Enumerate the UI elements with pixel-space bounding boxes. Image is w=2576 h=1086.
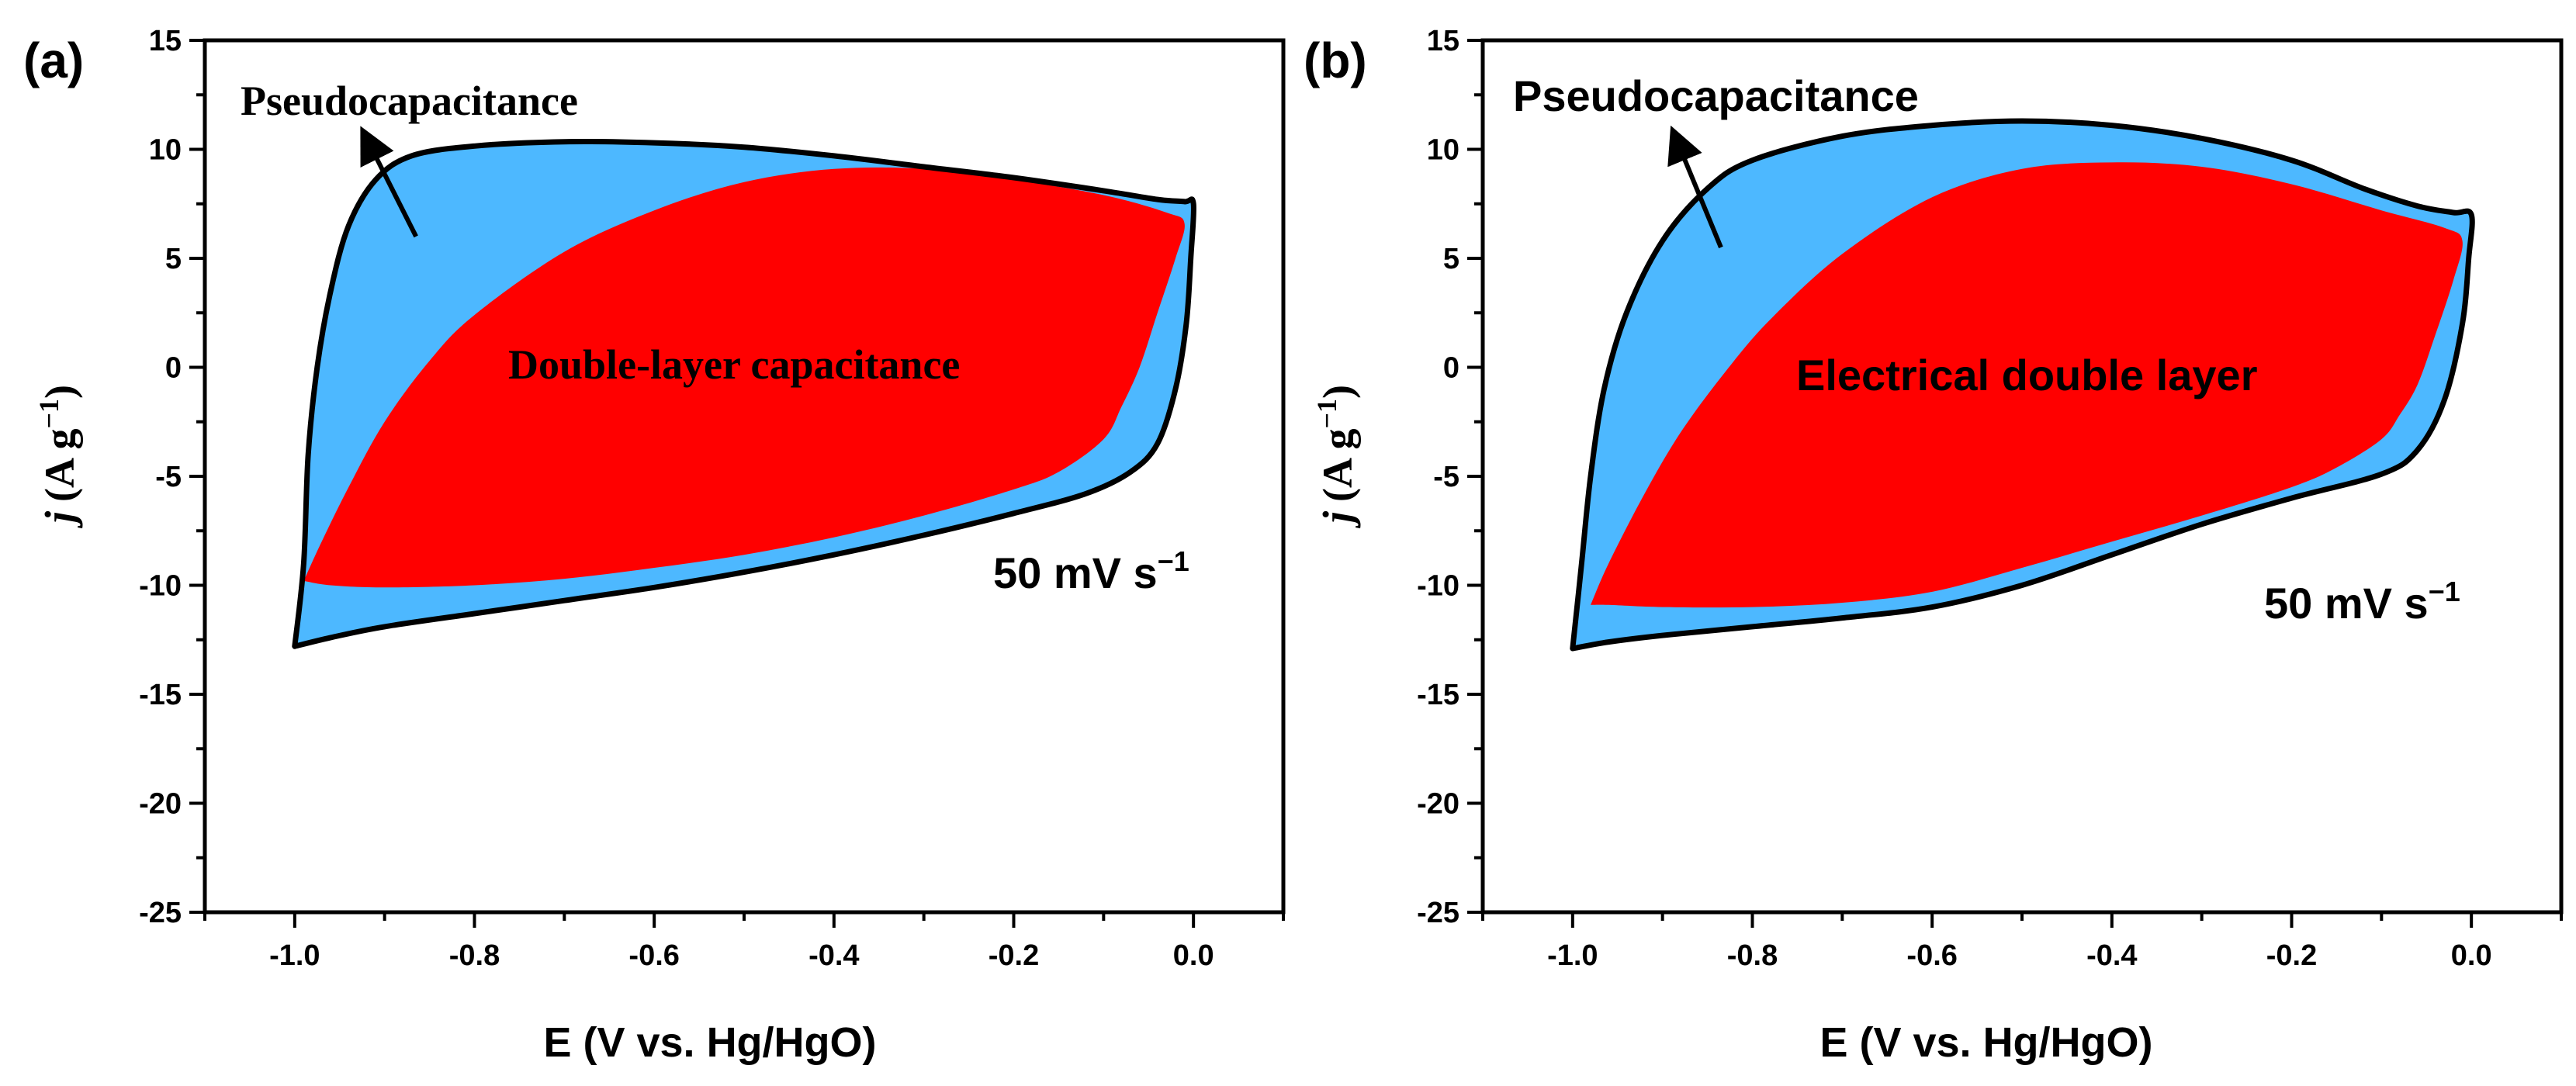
panel-a: (a) 15 10 5 0 -5 -10 -15 -20 -25 -1.0 -0… bbox=[23, 25, 1286, 1066]
y-axis-title-exponent: −1 bbox=[33, 399, 64, 429]
annotation-electrical-double-layer-b: Electrical double layer bbox=[1796, 351, 2257, 399]
y-tick-label-minus20: -20 bbox=[1417, 788, 1459, 821]
y-axis-title-main: j bbox=[36, 510, 83, 529]
y-tick-label-0: 0 bbox=[165, 352, 182, 385]
panel-b: (b) 15 10 5 0 -5 -10 -15 -20 -25 -1.0 -0… bbox=[1304, 25, 2564, 1066]
y-tick-label-5: 5 bbox=[1443, 243, 1459, 275]
total-cv-outline-b bbox=[1570, 118, 2475, 652]
x-tick-label-0.0: 0.0 bbox=[1173, 939, 1214, 972]
annotation-double-layer-a: Double-layer capacitance bbox=[508, 341, 960, 388]
x-tick-label-0.0: 0.0 bbox=[2451, 939, 2492, 972]
panel-label-b: (b) bbox=[1304, 33, 1367, 88]
scan-rate-exponent-a: −1 bbox=[1158, 545, 1189, 577]
x-tick-label-minus0.8: -0.8 bbox=[449, 939, 500, 972]
x-axis-title-b: E (V vs. Hg/HgO) bbox=[1819, 1019, 2152, 1066]
y-tick-label-0: 0 bbox=[1443, 352, 1459, 385]
y-tick-label-minus15: -15 bbox=[1417, 679, 1459, 711]
y-tick-label-minus5: -5 bbox=[155, 461, 182, 493]
annotation-scan-rate-b: 50 mV s−1 bbox=[2264, 576, 2460, 628]
x-tick-label-minus1.0: -1.0 bbox=[1547, 939, 1598, 972]
y-axis-title-exponent: −1 bbox=[1311, 399, 1342, 429]
pseudocapacitance-arrow-a bbox=[360, 126, 418, 238]
y-tick-label-minus10: -10 bbox=[139, 570, 182, 603]
scan-rate-exponent-b: −1 bbox=[2429, 576, 2460, 607]
y-tick-label-5: 5 bbox=[165, 243, 182, 275]
annotation-scan-rate-a: 50 mV s−1 bbox=[993, 545, 1189, 597]
total-cv-outline-a bbox=[292, 138, 1196, 649]
y-tick-label-minus20: -20 bbox=[139, 788, 182, 821]
x-tick-label-minus0.6: -0.6 bbox=[1906, 939, 1957, 972]
y-axis-title-main: j bbox=[1314, 510, 1361, 529]
y-axis-title-unit: (A g bbox=[36, 428, 83, 502]
ticks-a bbox=[189, 39, 1285, 928]
x-tick-label-minus0.2: -0.2 bbox=[989, 939, 1039, 972]
y-tick-label-15: 15 bbox=[1427, 25, 1459, 57]
y-axis-title-close: ) bbox=[1314, 385, 1361, 399]
y-axis-title-close: ) bbox=[36, 385, 83, 399]
y-tick-label-minus10: -10 bbox=[1417, 570, 1459, 603]
y-axis-title-b: j (A g−1) bbox=[1311, 385, 1361, 529]
y-tick-label-minus25: -25 bbox=[1417, 897, 1459, 929]
y-tick-label-10: 10 bbox=[1427, 134, 1459, 167]
double-layer-area-a bbox=[303, 167, 1185, 588]
pseudocapacitance-arrow-b bbox=[1667, 125, 1723, 249]
x-axis-title-a: E (V vs. Hg/HgO) bbox=[543, 1019, 876, 1066]
plot-area-b bbox=[1570, 118, 2475, 652]
x-tick-label-minus1.0: -1.0 bbox=[269, 939, 320, 972]
x-tick-label-minus0.8: -0.8 bbox=[1727, 939, 1778, 972]
y-tick-label-minus15: -15 bbox=[139, 679, 182, 711]
y-tick-label-minus5: -5 bbox=[1433, 461, 1459, 493]
annotation-pseudocapacitance-a: Pseudocapacitance bbox=[241, 78, 578, 124]
y-tick-label-minus25: -25 bbox=[139, 897, 182, 929]
ticks-b bbox=[1467, 39, 2563, 928]
x-tick-label-minus0.4: -0.4 bbox=[808, 939, 859, 972]
plot-area-a bbox=[292, 138, 1196, 649]
y-axis-title-a: j (A g−1) bbox=[33, 385, 83, 529]
scan-rate-main-b: 50 mV s bbox=[2264, 579, 2429, 628]
annotation-pseudocapacitance-b: Pseudocapacitance bbox=[1513, 71, 1919, 120]
y-axis-title-unit: (A g bbox=[1314, 428, 1361, 502]
double-layer-area-b bbox=[1591, 162, 2463, 608]
x-tick-label-minus0.2: -0.2 bbox=[2266, 939, 2317, 972]
panel-label-a: (a) bbox=[23, 33, 84, 88]
y-tick-label-10: 10 bbox=[149, 134, 182, 167]
y-tick-label-15: 15 bbox=[149, 25, 182, 57]
x-tick-label-minus0.4: -0.4 bbox=[2086, 939, 2137, 972]
scan-rate-main-a: 50 mV s bbox=[993, 548, 1158, 597]
x-tick-label-minus0.6: -0.6 bbox=[628, 939, 679, 972]
